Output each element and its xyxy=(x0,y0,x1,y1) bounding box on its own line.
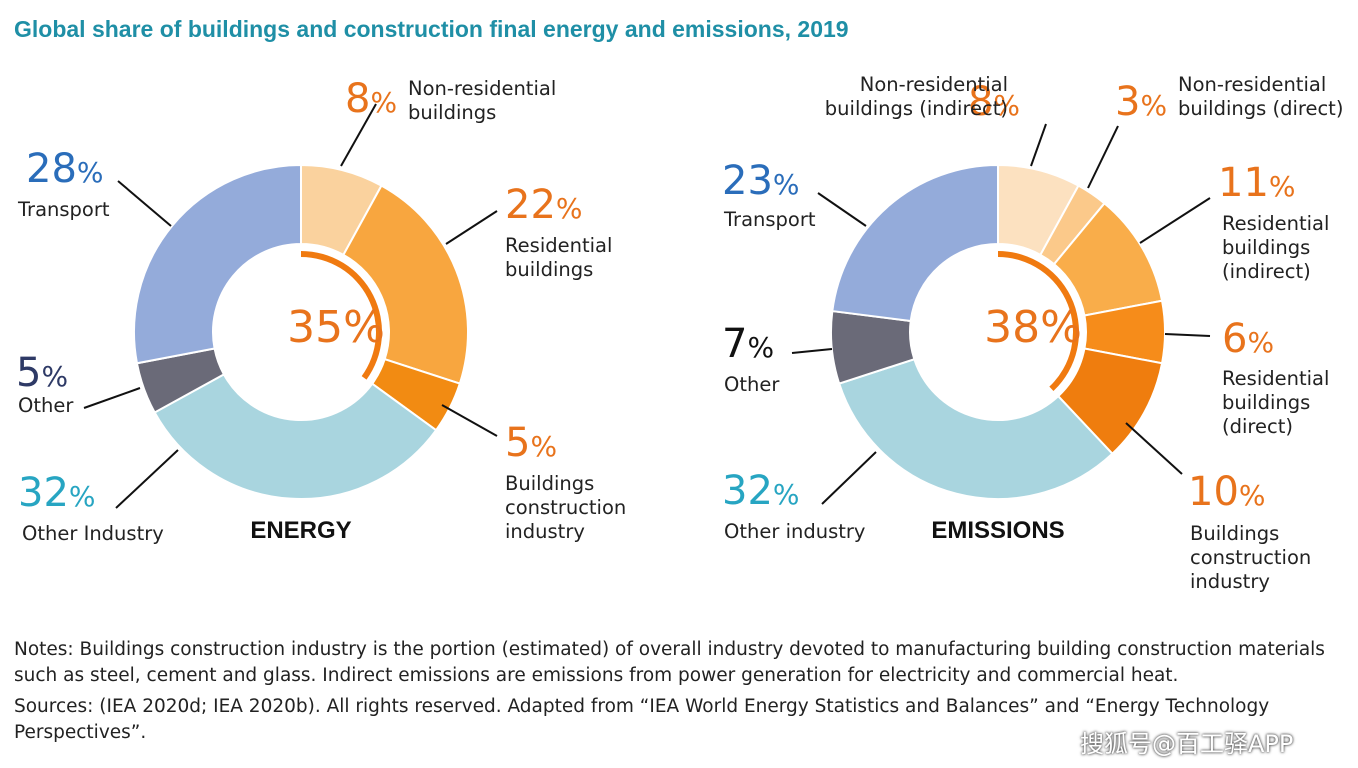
leader-line xyxy=(115,449,179,509)
donut-slice xyxy=(342,184,469,385)
slice-percent: 28% xyxy=(26,146,104,192)
leader-line xyxy=(817,192,867,227)
slice-percent: 5% xyxy=(505,420,557,466)
buildings-share-arc xyxy=(301,251,382,380)
center-percent: 38% xyxy=(984,302,1082,353)
leader-line xyxy=(445,210,498,245)
donut-slice xyxy=(133,163,302,365)
slice-percent: 8% xyxy=(968,79,1020,125)
chart-caption: EMISSIONS xyxy=(931,517,1064,544)
slice-label: Residential buildings (indirect) xyxy=(1222,212,1329,283)
sources-text: Sources: (IEA 2020d; IEA 2020b). All rig… xyxy=(14,696,1270,743)
leader-line xyxy=(791,348,833,354)
donut-slice xyxy=(837,357,1114,500)
slice-label: Buildings construction industry xyxy=(505,472,626,543)
slice-percent: 5% xyxy=(16,350,68,396)
slice-percent: 23% xyxy=(722,158,800,204)
donut-slice xyxy=(153,373,438,500)
slice-label: Other Industry xyxy=(22,522,164,545)
center-percent: 35% xyxy=(287,302,385,353)
slice-label: Other xyxy=(18,394,74,417)
slice-label: Residential buildings xyxy=(505,234,612,281)
slice-percent: 32% xyxy=(18,470,96,516)
slice-percent: 6% xyxy=(1222,316,1274,362)
slice-label: Non-residential buildings (direct) xyxy=(1178,73,1343,120)
leader-line xyxy=(83,387,141,409)
slice-percent: 10% xyxy=(1188,469,1266,515)
leader-line xyxy=(340,103,377,167)
slice-label: Other industry xyxy=(724,520,865,543)
slice-percent: 32% xyxy=(722,468,800,514)
slice-percent: 7% xyxy=(722,321,774,367)
slice-label: Non-residential buildings xyxy=(408,77,556,124)
buildings-share-arc xyxy=(998,251,1079,392)
leader-line xyxy=(441,404,498,437)
slice-percent: 22% xyxy=(505,182,583,228)
donut-slice xyxy=(831,163,999,323)
leader-line xyxy=(1030,123,1047,167)
slice-label: Transport xyxy=(17,198,110,221)
leader-line xyxy=(1139,197,1211,244)
slice-label: Non-residential buildings (indirect) xyxy=(825,73,1008,120)
energy-donut: 35% ENERGY 8% Non-residential buildings 22% Re… xyxy=(16,76,626,545)
notes-block: Notes: Buildings construction industry i… xyxy=(14,637,1344,751)
slice-label: Residential buildings (direct) xyxy=(1222,367,1329,438)
slice-label: Buildings construction industry xyxy=(1190,522,1311,593)
slice-label: Other xyxy=(724,373,780,396)
slice-percent: 3% xyxy=(1115,79,1167,125)
leader-line xyxy=(1164,333,1211,337)
slice-label: Transport xyxy=(723,208,816,231)
leader-line xyxy=(117,180,172,227)
leader-line xyxy=(1125,422,1183,475)
chart-title: Global share of buildings and constructi… xyxy=(14,16,849,42)
chart-caption: ENERGY xyxy=(250,517,351,544)
notes-text: Notes: Buildings construction industry i… xyxy=(14,639,1325,686)
slice-percent: 11% xyxy=(1218,160,1296,206)
slice-percent: 8% xyxy=(345,76,397,122)
watermark: 搜狐号@百工驿APP xyxy=(1080,730,1294,758)
leader-line xyxy=(1087,125,1119,189)
leader-line xyxy=(821,451,877,505)
